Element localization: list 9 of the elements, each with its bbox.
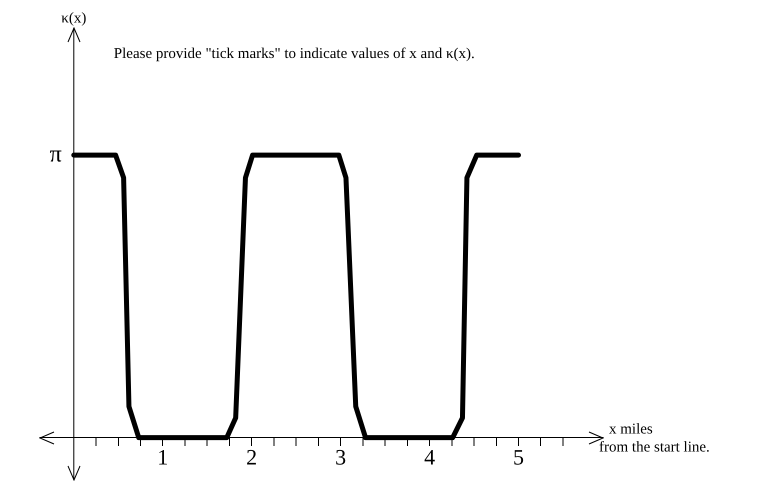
text: κ(x)	[61, 10, 86, 26]
x-tick-label: 5	[513, 444, 524, 470]
x-axis-title: x miles from the start line.	[599, 422, 710, 456]
text: Please provide "tick marks" to indicate values of x and κ(x).	[114, 46, 475, 62]
x-tick-label: 4	[424, 444, 436, 470]
x-tick-label: 3	[335, 444, 346, 470]
x-tick-label: 1	[157, 444, 168, 470]
annotation: π	[50, 141, 62, 168]
x-tick-label: 2	[246, 444, 258, 470]
